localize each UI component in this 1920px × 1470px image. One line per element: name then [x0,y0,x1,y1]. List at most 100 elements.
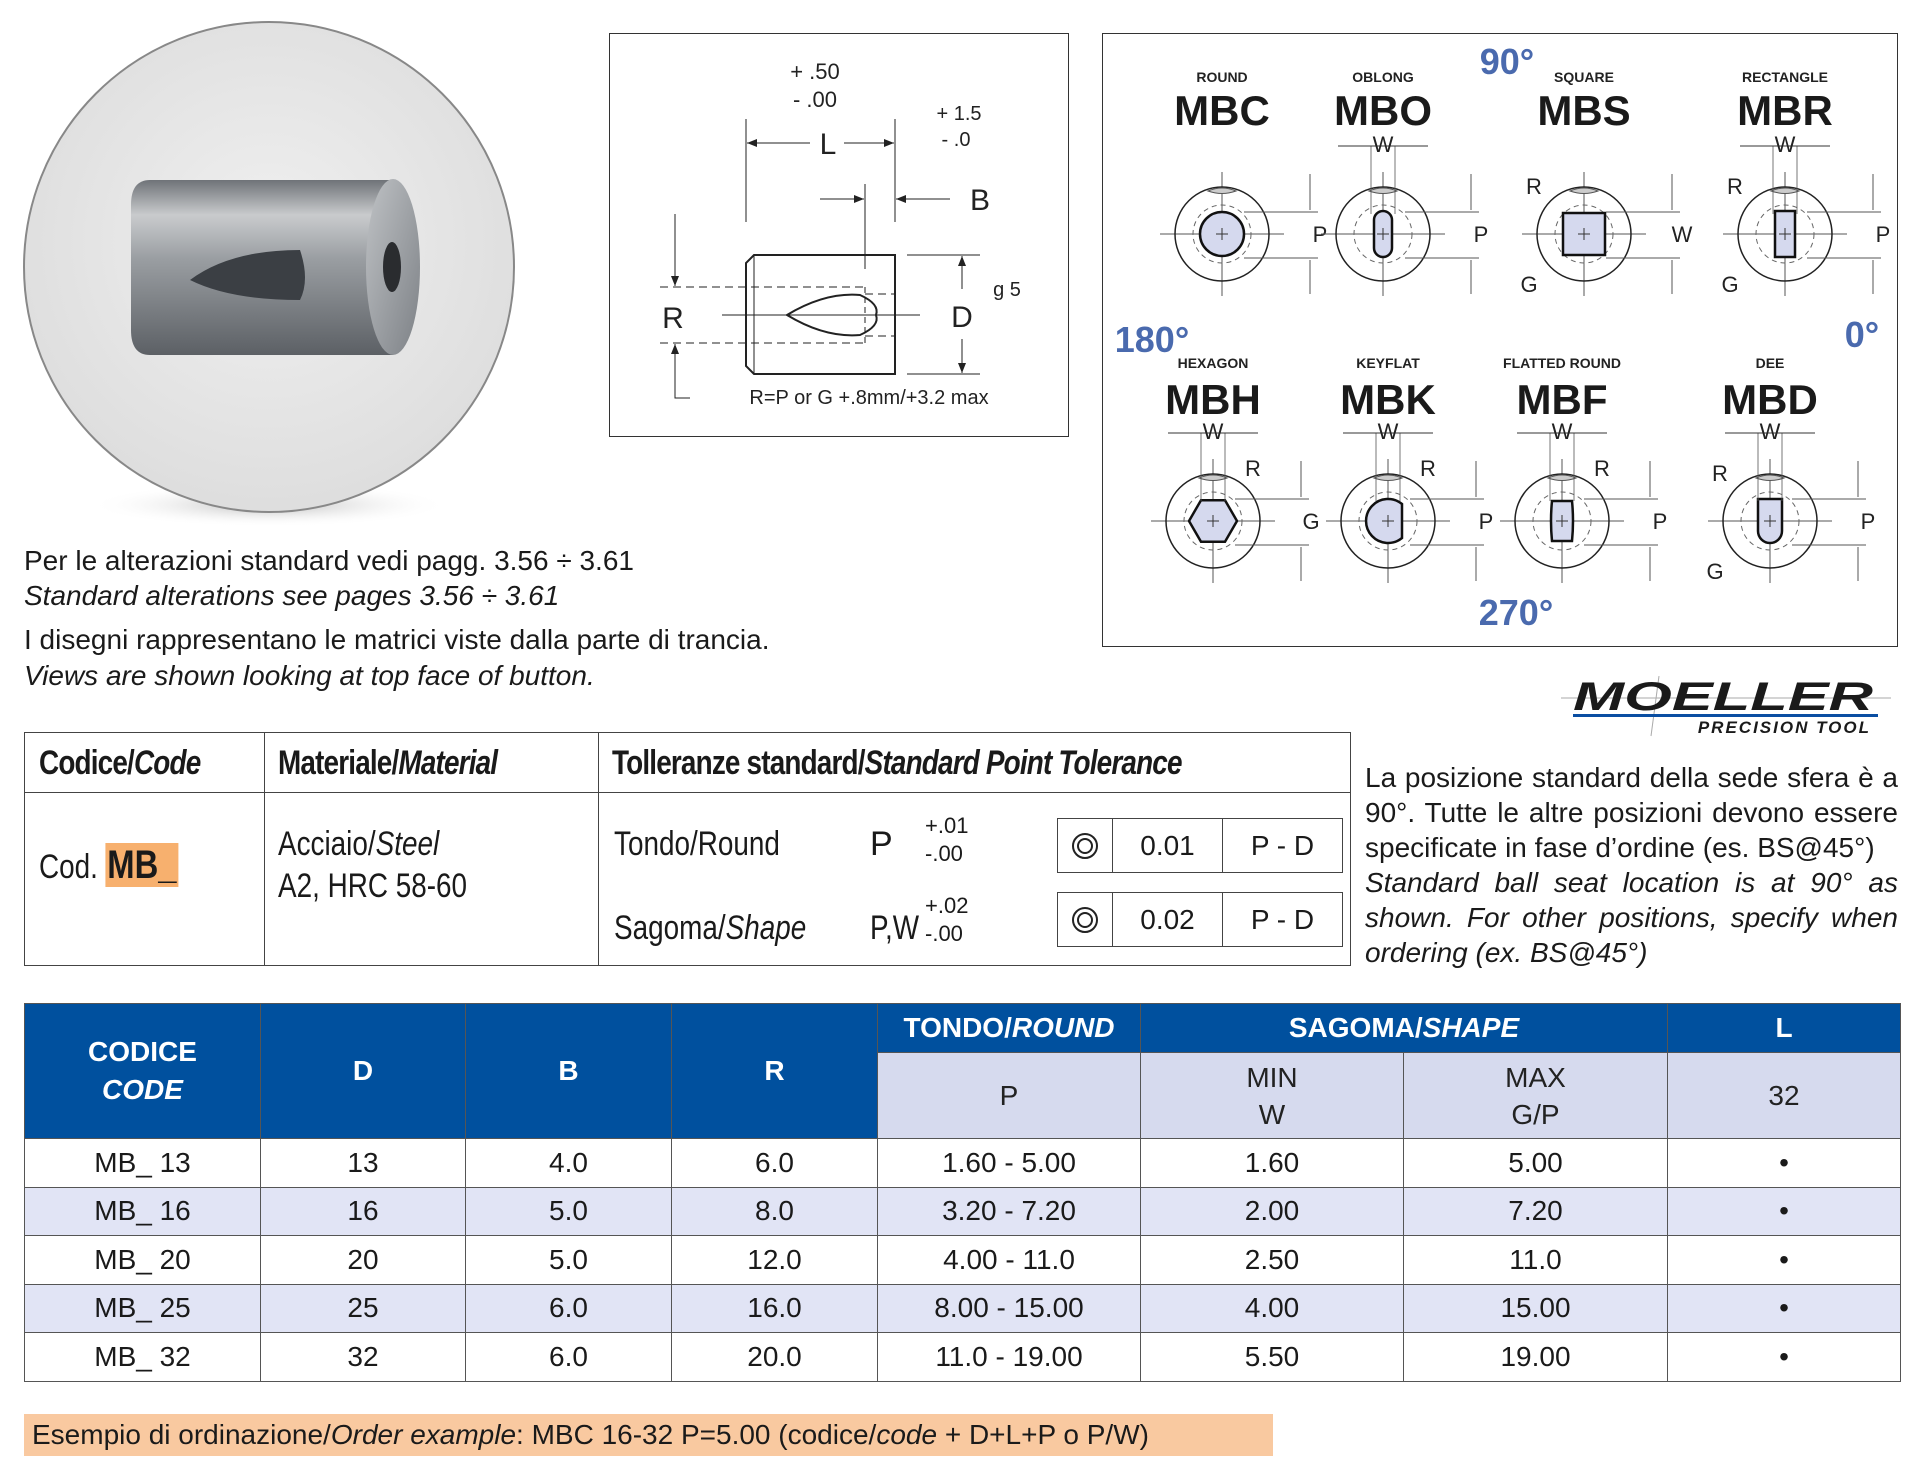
cell-r: 6.0 [671,1138,878,1188]
shape-code: MBR [1737,87,1833,134]
col-p: P [877,1052,1141,1139]
cell-code: MB_ 16 [24,1186,261,1236]
shape-code: MBK [1340,376,1436,423]
col-d: D [260,1003,466,1139]
dimension-label-w: W [1552,419,1573,444]
tol-shape-plus: +.02 [925,893,969,918]
col-shape: SAGOMA/SHAPE [1140,1003,1668,1053]
angle-270: 270° [1479,592,1553,633]
cell-l32: • [1667,1332,1901,1382]
cell-max-gp: 15.00 [1403,1283,1668,1333]
dimension-label-w: W [1760,419,1781,444]
dimension-label-g: G [1706,559,1723,584]
table-row: MB_ 13 13 4.0 6.0 1.60 - 5.00 1.60 5.00 • [24,1138,1901,1188]
cell-p: 11.0 - 19.00 [877,1332,1141,1382]
dimension-label-p: P [1861,509,1876,534]
dimension-label-w: W [1203,419,1224,444]
tol-shape-ref: P - D [1250,903,1315,935]
shapes-panel: 90° 180° 0° 270° ROUND MBC P OBLONG MBO W P SQU… [1102,33,1898,647]
dimension-label-r: R [1420,456,1436,481]
tol-round-plus: +.01 [925,813,969,838]
tol-round-value: 0.01 [1113,819,1223,872]
cell-code: MB_ 25 [24,1283,261,1333]
dimension-label-p: P [1479,509,1494,534]
l-tol-minus: - .00 [793,87,837,112]
cell-max-gp: 19.00 [1403,1332,1668,1382]
shape-type: HEXAGON [1178,355,1249,371]
order-example: Esempio di ordinazione/Order example: MB… [24,1414,1273,1456]
dimension-label-p: P [1313,222,1328,247]
dimension-label-g: G [1721,272,1738,297]
cell-code: MB_ 20 [24,1235,261,1285]
dimension-label-g: G [1520,272,1537,297]
col-min-w: MIN W [1140,1052,1404,1139]
material-cell: Acciaio/Steel [278,825,440,863]
cell-d: 13 [260,1138,466,1188]
cell-max-gp: 5.00 [1403,1138,1668,1188]
col-b: B [465,1003,672,1139]
tol-shape-value: 0.02 [1113,893,1223,946]
cell-p: 3.20 - 7.20 [877,1186,1141,1236]
code-cell: Cod. MB_ [39,843,209,888]
shape-type: KEYFLAT [1356,355,1420,371]
shape-code: MBH [1165,376,1261,423]
dimension-label-p: P [1653,509,1668,534]
table-row: MB_ 20 20 5.0 12.0 4.00 - 11.0 2.50 11.0 • [24,1235,1901,1285]
shape-type: OBLONG [1352,69,1414,85]
angle-90: 90° [1480,41,1534,82]
tol-round-symbol: P [870,825,893,863]
table-row: MB_ 16 16 5.0 8.0 3.20 - 7.20 2.00 7.20 • [24,1186,1901,1236]
d-label: D [951,301,973,334]
cell-d: 32 [260,1332,466,1382]
cell-code: MB_ 32 [24,1332,261,1382]
concentricity-icon [1058,893,1113,946]
dimensions-table: CODICE CODE D B R TONDO/ROUND SAGOMA/SHAP… [24,1003,1901,1382]
cell-p: 4.00 - 11.0 [877,1235,1141,1285]
shape-code: MBS [1537,87,1630,134]
cell-min-w: 1.60 [1140,1138,1404,1188]
cell-min-w: 2.50 [1140,1235,1404,1285]
dimension-label-p: P [1876,222,1891,247]
angle-180: 180° [1115,319,1189,360]
code-value: MB_ [105,843,179,887]
cell-max-gp: 11.0 [1403,1235,1668,1285]
note-en-views: Views are shown looking at top face of b… [24,660,595,691]
dimension-label-r: R [1712,461,1728,486]
cell-d: 16 [260,1186,466,1236]
cell-r: 12.0 [671,1235,878,1285]
cell-r: 20.0 [671,1332,878,1382]
l-tol-plus: + .50 [790,59,840,84]
header-tolerance: Tolleranze standard/Standard Point Toler… [612,743,1182,782]
ball-seat-note: La posizione standard della sede sfera è… [1365,760,1898,970]
ball-seat-note-en: Standard ball seat location is at 90° as… [1365,867,1898,968]
shape-code: MBD [1722,376,1818,423]
cell-max-gp: 7.20 [1403,1186,1668,1236]
tol-round-ref: P - D [1250,829,1315,861]
tol-round-minus: -.00 [925,841,963,866]
ball-seat-note-it: La posizione standard della sede sfera è… [1365,762,1898,863]
shape-outline [1561,211,1607,257]
dimension-label-p: P [1474,222,1489,247]
shape-type: DEE [1756,355,1785,371]
col-code: CODICE CODE [24,1003,261,1139]
concentricity-icon [1058,819,1113,872]
b-tol-plus: + 1.5 [936,103,981,125]
cell-b: 6.0 [465,1283,672,1333]
shape-type: ROUND [1196,69,1247,85]
angle-0: 0° [1845,314,1879,355]
tol-shape-minus: -.00 [925,921,963,946]
table-row: MB_ 32 32 6.0 20.0 11.0 - 19.00 5.50 19.00 • [24,1332,1901,1382]
r-label: R [662,302,684,335]
shape-code: MBO [1334,87,1432,134]
note-it-views: I disegni rappresentano le matrici viste… [24,624,770,655]
tol-round-label: Tondo/Round [614,825,780,863]
cell-p: 1.60 - 5.00 [877,1138,1141,1188]
table-row: MB_ 25 25 6.0 16.0 8.00 - 15.00 4.00 15.00 • [24,1283,1901,1333]
header-code: Codice/Code [39,743,201,782]
tolerance-table: Codice/Code Materiale/Material Tolleranz… [24,732,1351,966]
dimension-label-r: R [1526,174,1542,199]
cell-b: 6.0 [465,1332,672,1382]
